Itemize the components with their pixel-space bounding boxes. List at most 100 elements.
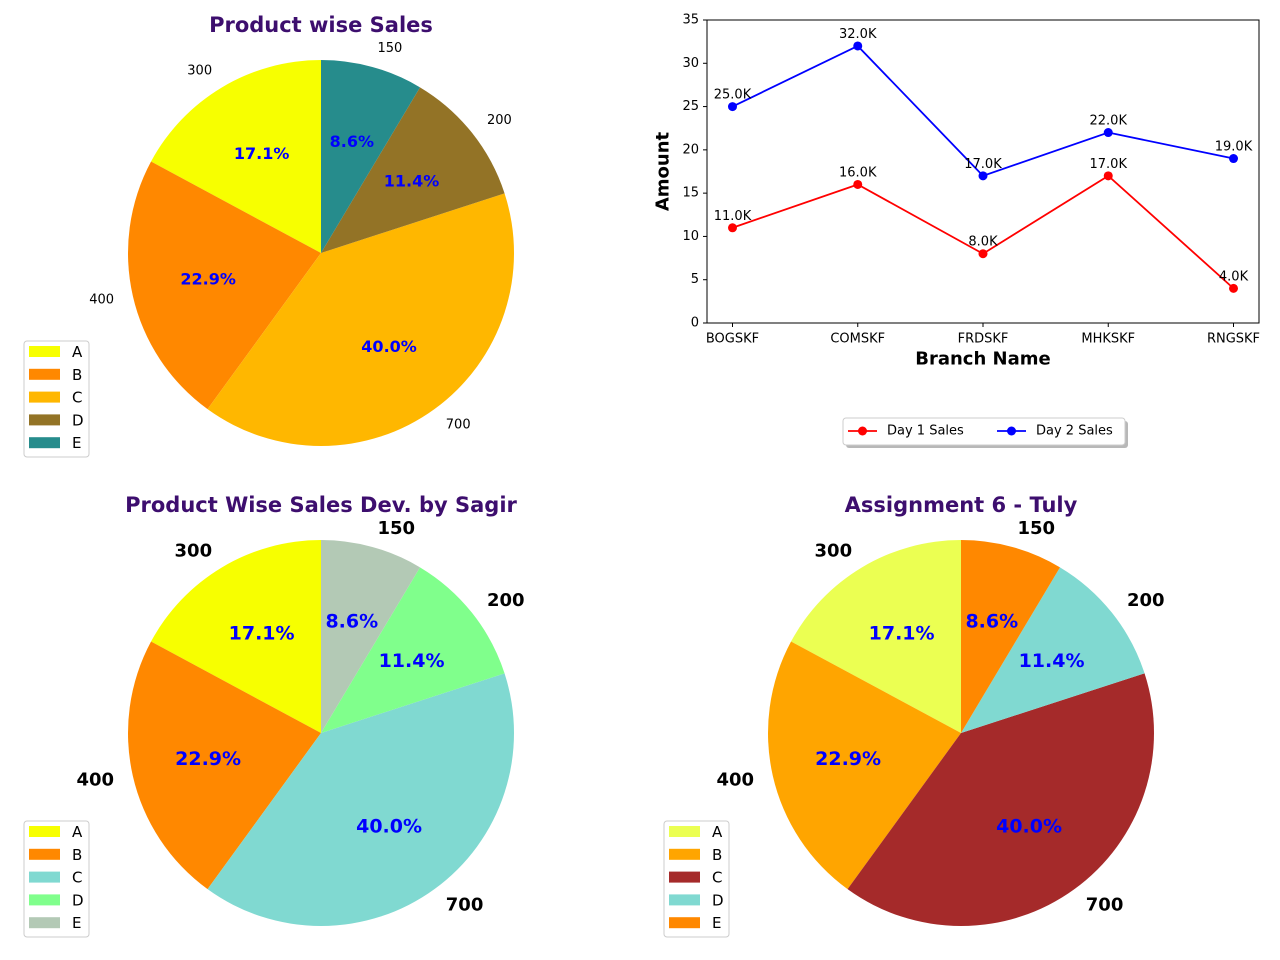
pie-value-label: 300: [815, 540, 853, 561]
y-tick-label: 0: [691, 316, 699, 331]
data-label: 17.0K: [1090, 157, 1128, 172]
pie-slice-a: [151, 540, 321, 733]
pie-slice-d: [321, 87, 505, 253]
legend-label: C: [712, 869, 722, 887]
pie-slice-c: [207, 193, 515, 447]
pie-value-label: 150: [1017, 518, 1055, 539]
legend-label: D: [712, 891, 724, 909]
x-tick-label: RNGSKF: [1207, 332, 1260, 347]
pie-percent-label: 11.4%: [379, 650, 445, 672]
legend-label: B: [712, 846, 722, 864]
legend-label: A: [72, 823, 83, 841]
legend-swatch: [669, 848, 700, 860]
pie-chart-product-wise-sales: Product wise Sales 17.1% 300 22.9% 400 40.0% 7…: [23, 13, 515, 458]
x-tick-label: FRDSKF: [958, 332, 1009, 347]
pie-percent-label: 40.0%: [996, 816, 1062, 838]
pie-value-label: 150: [377, 518, 415, 539]
data-point: [1103, 171, 1113, 181]
line-chart-branch-sales: 0 5 10 15 20 25 30 35 BOGSKF COMSKF FRDSKF MHKSKF RN…: [653, 13, 1260, 448]
y-tick-label: 35: [682, 13, 699, 28]
legend-marker: [858, 426, 867, 436]
pie-percent-label: 22.9%: [815, 748, 881, 770]
pie-slice-e: [961, 540, 1060, 733]
data-label: 25.0K: [714, 88, 752, 103]
legend-swatch: [29, 346, 60, 357]
pie-slice-b: [127, 161, 321, 410]
legend-label: E: [72, 914, 81, 932]
y-tick-label: 10: [682, 229, 699, 244]
legend-label: B: [72, 846, 82, 864]
x-axis-label: Branch Name: [915, 349, 1050, 370]
data-point: [1229, 154, 1238, 164]
legend-swatch: [669, 917, 700, 929]
series-line-1: [732, 174, 1235, 290]
y-tick-label: 5: [691, 272, 699, 287]
pie-percent-label: 17.1%: [229, 623, 295, 645]
data-label: 32.0K: [839, 27, 877, 42]
pie-percent-label: 8.6%: [965, 610, 1018, 632]
legend-swatch: [29, 826, 60, 837]
data-label: 17.0K: [964, 157, 1002, 172]
pie-slice-b: [128, 641, 321, 890]
pie-value-label: 400: [89, 293, 114, 308]
pie-percent-label: 8.6%: [330, 132, 374, 151]
legend-label: Day 1 Sales: [887, 424, 964, 439]
legend-swatch: [29, 894, 60, 906]
legend-swatch: [29, 414, 60, 426]
pie-slice-d: [321, 567, 505, 733]
data-point: [728, 223, 737, 233]
legend-label: E: [72, 434, 81, 452]
pie-slice-e: [321, 60, 420, 253]
pie-value-label: 200: [487, 113, 512, 128]
pie-percent-label: 17.1%: [869, 623, 935, 645]
legend-frame: [842, 417, 1126, 446]
x-tick-label: BOGSKF: [706, 332, 759, 347]
data-point: [853, 41, 863, 51]
x-tick-label: COMSKF: [830, 332, 885, 347]
y-tick-label: 25: [682, 99, 699, 114]
pie-slice-e: [321, 540, 420, 733]
pie-value-label: 700: [446, 417, 471, 432]
y-tick-label: 30: [682, 56, 699, 71]
pie-slice-b: [768, 641, 961, 890]
pie-slice-d: [961, 567, 1145, 733]
pie-value-label: 700: [446, 894, 484, 915]
legend-swatch: [669, 894, 700, 906]
legend-label: A: [72, 343, 83, 361]
legend-label: Day 2 Sales: [1036, 424, 1113, 439]
data-point: [978, 171, 988, 181]
data-label: 8.0K: [968, 235, 998, 250]
pie-value-label: 400: [76, 770, 114, 791]
data-point: [728, 102, 737, 112]
pie-percent-label: 11.4%: [1019, 650, 1085, 672]
chart-title: Product Wise Sales Dev. by Sagir: [125, 493, 517, 517]
data-point: [978, 249, 988, 259]
data-label: 22.0K: [1090, 114, 1128, 129]
y-tick-label: 15: [682, 186, 699, 201]
pie-value-label: 150: [377, 41, 402, 56]
pie-percent-label: 22.9%: [175, 748, 241, 770]
data-point: [853, 179, 863, 189]
pie-percent-label: 11.4%: [384, 171, 440, 190]
legend-swatch: [29, 391, 60, 403]
legend-swatch: [669, 871, 700, 883]
pie-chart-product-wise-sales-sagir: Product Wise Sales Dev. by Sagir 17.1% 300…: [23, 493, 525, 938]
y-tick-label: 20: [682, 142, 699, 157]
legend-label: E: [712, 914, 721, 932]
pie-slice-a: [791, 540, 961, 733]
pie-percent-label: 8.6%: [325, 610, 378, 632]
data-label: 16.0K: [839, 165, 877, 180]
pie-value-label: 400: [716, 770, 754, 791]
legend-label: A: [712, 823, 723, 841]
x-tick-label: MHKSKF: [1081, 332, 1135, 347]
legend-label: D: [72, 891, 84, 909]
data-label: 4.0K: [1219, 269, 1249, 284]
pie-percent-label: 17.1%: [234, 144, 290, 163]
pie-slice-a: [151, 60, 321, 253]
pie-slice-c: [207, 673, 515, 926]
pie-value-label: 700: [1086, 894, 1124, 915]
data-label: 11.0K: [714, 209, 752, 224]
